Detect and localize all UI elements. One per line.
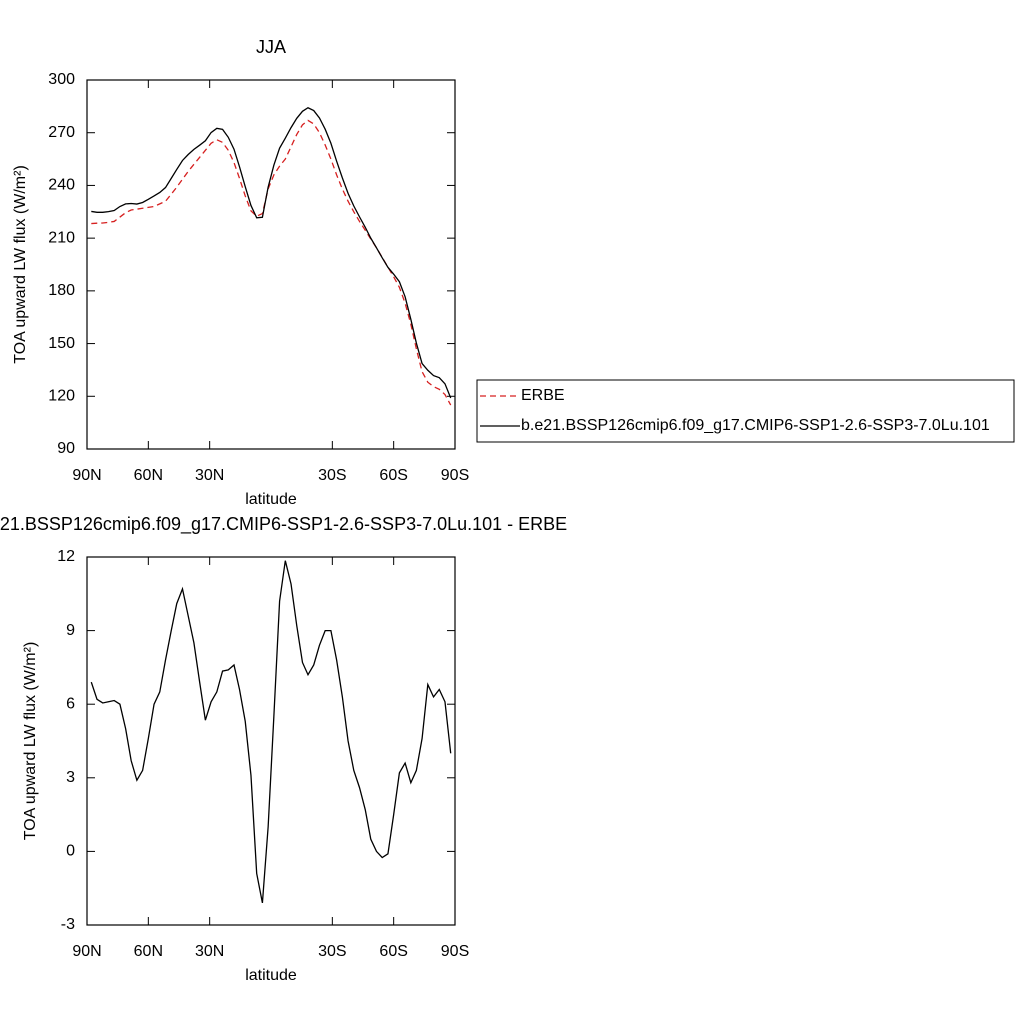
y-tick-label: 240 <box>48 177 75 194</box>
data-line <box>91 107 452 399</box>
y-tick-label: 150 <box>48 335 75 352</box>
x-tick-label: 90N <box>72 943 101 960</box>
y-axis-label: TOA upward LW flux (W/m²) <box>22 642 39 841</box>
x-axis-label: latitude <box>245 491 297 508</box>
x-tick-label: 60N <box>134 467 163 484</box>
x-tick-label: 30S <box>318 943 346 960</box>
x-tick-label: 30N <box>195 467 224 484</box>
x-axis-label: latitude <box>245 967 297 984</box>
chart-title: JJA <box>256 37 286 57</box>
x-tick-label: 30N <box>195 943 224 960</box>
y-tick-label: 3 <box>66 769 75 786</box>
legend-label: ERBE <box>521 387 565 404</box>
data-line <box>90 560 452 904</box>
y-tick-label: 120 <box>48 388 75 405</box>
plot-frame <box>86 556 456 926</box>
data-line <box>91 119 452 406</box>
x-tick-label: 90N <box>72 467 101 484</box>
chart-title: b.e21.BSSP126cmip6.f09_g17.CMIP6-SSP1-2.… <box>0 514 567 535</box>
y-axis-label: TOA upward LW flux (W/m²) <box>12 165 29 364</box>
y-tick-label: -3 <box>61 916 75 933</box>
y-tick-label: 210 <box>48 229 75 246</box>
y-tick-label: 6 <box>66 695 75 712</box>
x-tick-label: 60N <box>134 943 163 960</box>
y-tick-label: 300 <box>48 71 75 88</box>
plot-frame <box>86 79 456 450</box>
y-tick-label: 0 <box>66 843 75 860</box>
x-tick-label: 90S <box>441 467 469 484</box>
x-tick-label: 60S <box>379 943 407 960</box>
y-tick-label: 180 <box>48 282 75 299</box>
y-tick-label: 90 <box>57 440 75 457</box>
legend-label: b.e21.BSSP126cmip6.f09_g17.CMIP6-SSP1-2.… <box>521 417 990 434</box>
x-tick-label: 60S <box>379 467 407 484</box>
y-tick-label: 12 <box>57 548 75 565</box>
x-tick-label: 90S <box>441 943 469 960</box>
x-tick-label: 30S <box>318 467 346 484</box>
legend-box <box>476 379 1015 443</box>
y-tick-label: 9 <box>66 622 75 639</box>
y-tick-label: 270 <box>48 124 75 141</box>
